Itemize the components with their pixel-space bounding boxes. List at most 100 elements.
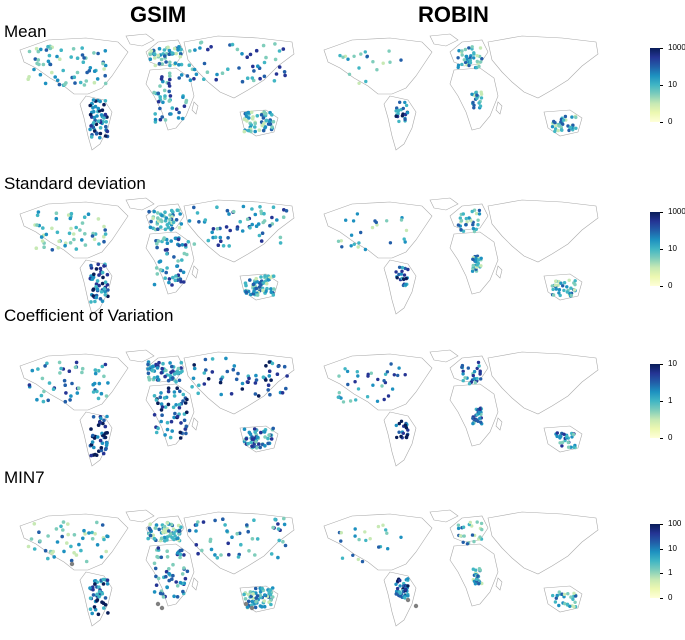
station-point <box>181 270 186 275</box>
station-point <box>480 527 484 532</box>
colorbar-tick-mark <box>660 401 663 402</box>
station-point <box>153 56 157 60</box>
land-outline <box>183 351 295 415</box>
station-point <box>153 63 158 68</box>
station-point <box>554 124 558 128</box>
station-point <box>474 211 479 216</box>
station-point <box>95 77 100 81</box>
station-point <box>473 381 477 385</box>
station-point <box>403 100 407 105</box>
station-point <box>238 219 242 224</box>
station-point <box>261 116 266 120</box>
station-point <box>470 269 475 273</box>
station-point <box>86 212 91 216</box>
station-point <box>106 534 110 539</box>
station-point <box>185 410 189 415</box>
station-point <box>184 431 188 436</box>
station-point <box>172 594 176 599</box>
station-point <box>248 52 253 57</box>
station-point <box>472 103 476 108</box>
colorbar-tick-label: 0 <box>668 117 673 126</box>
station-point <box>36 58 41 62</box>
station-point <box>69 226 73 231</box>
station-point <box>248 225 252 230</box>
station-point <box>92 445 96 450</box>
station-point <box>458 216 462 220</box>
station-point <box>354 398 358 402</box>
station-point <box>59 366 63 371</box>
station-point <box>210 230 214 235</box>
station-point <box>263 274 267 278</box>
station-point <box>91 98 96 102</box>
station-point <box>254 276 258 281</box>
station-point <box>337 374 341 378</box>
station-point <box>203 218 208 222</box>
station-point <box>245 76 250 80</box>
station-point <box>40 239 45 243</box>
station-point <box>65 541 69 545</box>
station-point <box>474 259 478 264</box>
station-point <box>160 366 164 371</box>
station-point <box>360 559 365 564</box>
station-point <box>92 237 97 242</box>
station-point <box>266 388 271 392</box>
station-point <box>467 382 472 386</box>
station-point <box>69 394 73 398</box>
land-outline <box>191 265 199 279</box>
station-point <box>154 430 159 435</box>
station-point <box>223 523 227 527</box>
station-point <box>32 67 36 72</box>
station-point <box>91 294 96 298</box>
station-point <box>176 366 181 371</box>
station-point <box>95 543 100 547</box>
station-point <box>105 272 110 277</box>
station-point <box>384 528 388 532</box>
station-point <box>209 547 214 552</box>
station-point <box>240 79 245 84</box>
station-point <box>57 239 61 244</box>
station-point <box>252 518 256 522</box>
station-point <box>158 95 162 99</box>
station-point <box>43 81 48 86</box>
station-point <box>250 537 255 541</box>
station-point <box>403 117 407 122</box>
station-point <box>240 381 245 386</box>
station-point <box>79 548 83 553</box>
station-point <box>103 362 108 367</box>
station-point <box>209 45 213 49</box>
station-point <box>465 57 469 61</box>
station-point <box>162 524 167 529</box>
station-point <box>165 549 169 553</box>
station-point <box>101 421 105 426</box>
station-point <box>179 62 184 67</box>
station-point <box>147 209 151 214</box>
station-point <box>248 432 253 436</box>
station-point <box>246 529 250 534</box>
colorbar <box>650 48 660 122</box>
station-point <box>472 377 477 381</box>
station-point <box>195 211 200 215</box>
missing-point <box>243 601 249 607</box>
station-point <box>179 222 184 226</box>
station-point <box>46 44 50 49</box>
station-point <box>106 288 110 292</box>
station-point <box>282 364 287 369</box>
station-point <box>256 394 261 398</box>
station-point <box>95 131 99 135</box>
station-point <box>346 382 350 387</box>
station-point <box>66 213 71 217</box>
station-point <box>471 257 475 261</box>
colorbar <box>650 212 660 286</box>
station-point <box>165 241 170 245</box>
station-point <box>479 60 483 64</box>
station-point <box>550 284 554 288</box>
station-point <box>175 584 180 588</box>
station-point <box>64 391 68 395</box>
station-point <box>554 279 558 283</box>
station-point <box>185 569 190 574</box>
station-point <box>88 66 93 70</box>
land-outline <box>125 33 155 47</box>
station-point <box>474 90 478 95</box>
station-point <box>46 534 50 538</box>
station-point <box>102 224 106 229</box>
